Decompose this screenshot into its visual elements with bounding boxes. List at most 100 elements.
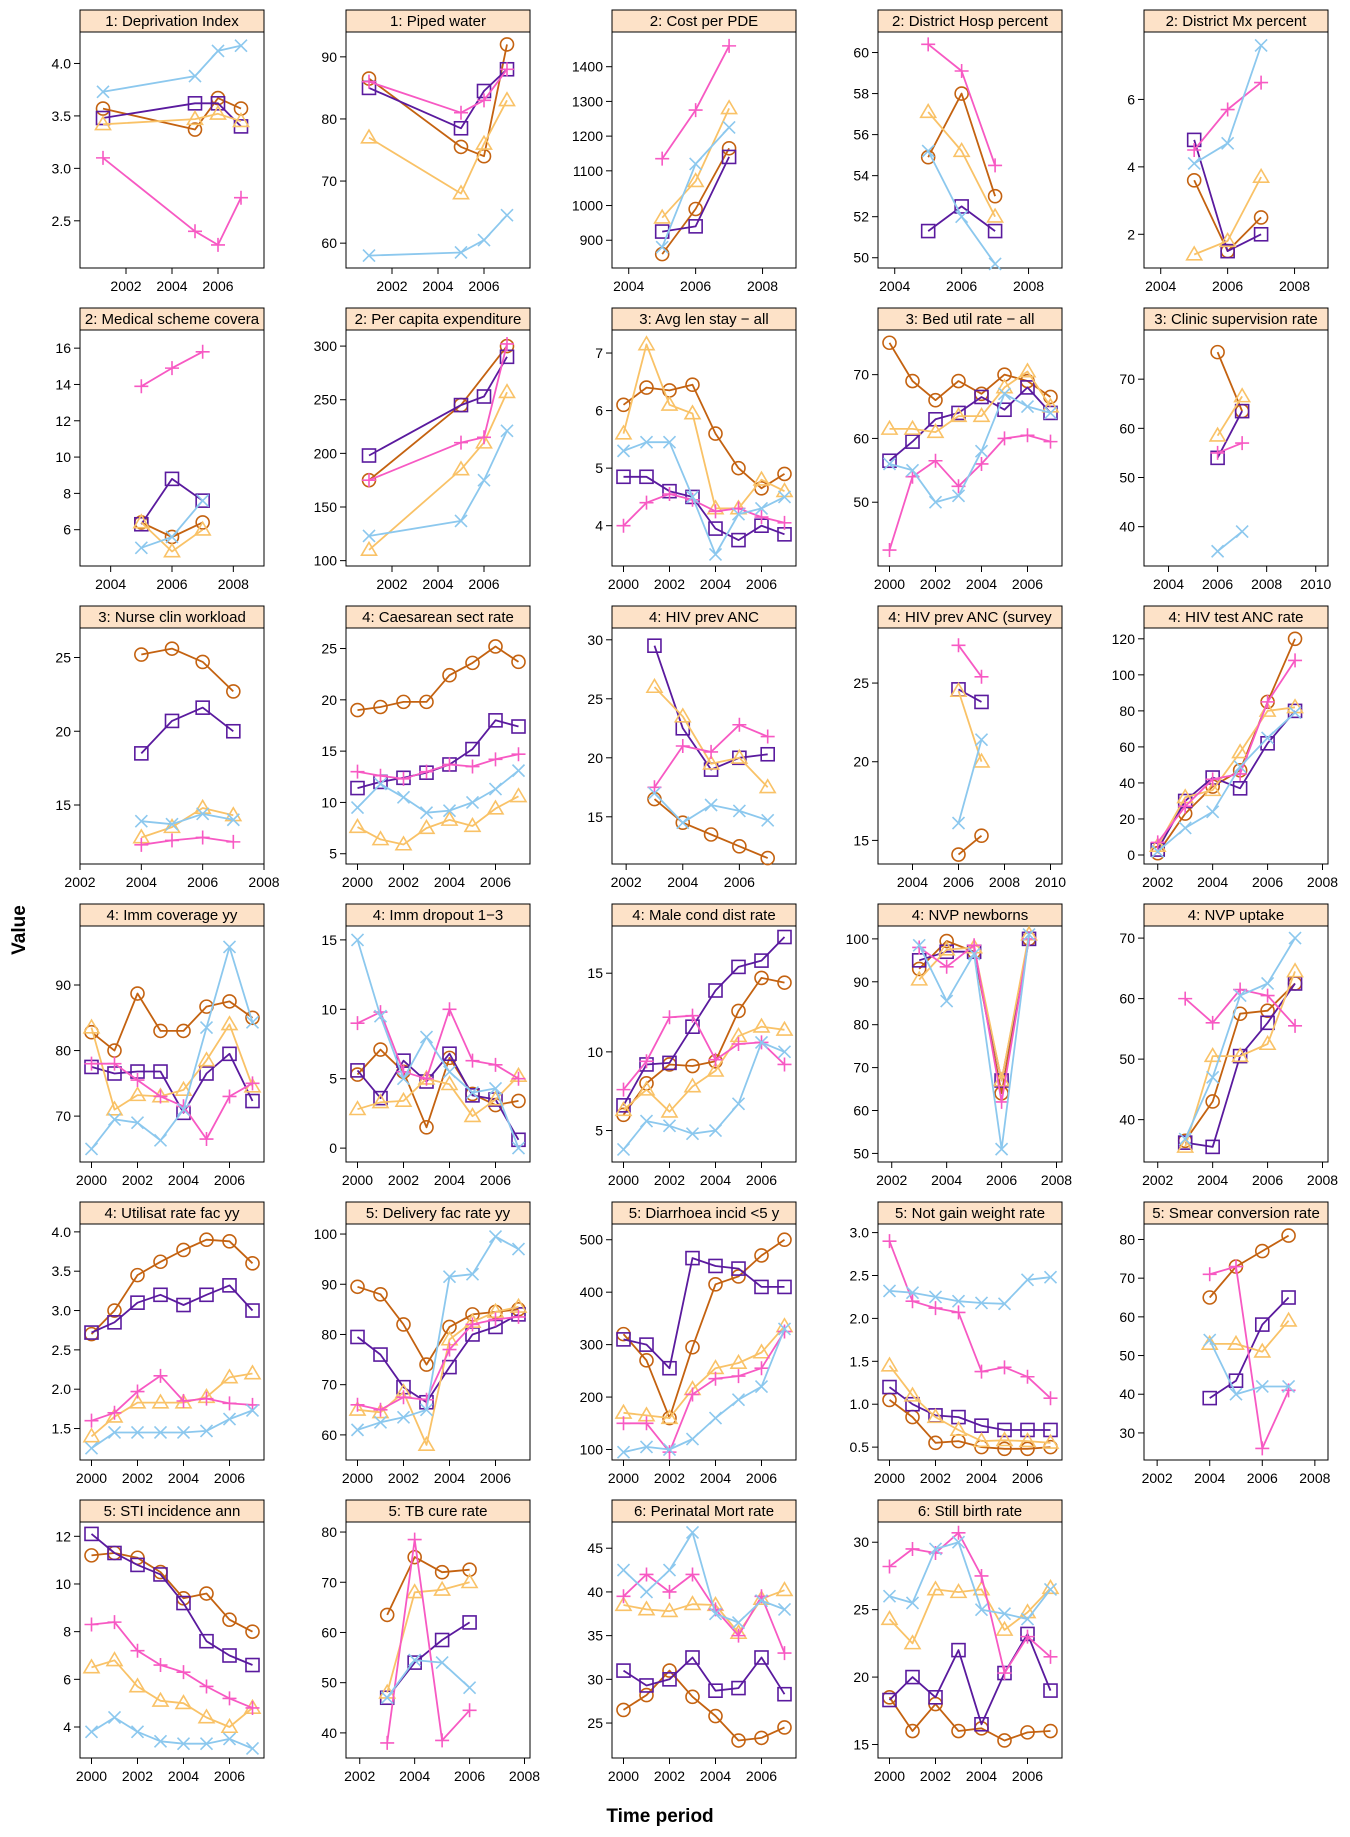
data-point xyxy=(997,387,1012,401)
data-point xyxy=(1020,1612,1035,1626)
data-point xyxy=(394,835,413,851)
data-point xyxy=(928,1542,943,1556)
series-lightblue xyxy=(882,387,1058,509)
data-point xyxy=(220,1368,239,1384)
data-point xyxy=(731,1733,746,1748)
series-line xyxy=(1216,410,1243,459)
data-point xyxy=(442,1270,457,1284)
y-tick-label: 8 xyxy=(63,485,71,501)
data-point xyxy=(453,397,469,413)
x-tick-label: 2006 xyxy=(746,1172,777,1188)
x-tick-label: 2000 xyxy=(608,1470,639,1486)
panel-22: 5: Delivery fac rate yy 60 70 80 90 100 2000 20… xyxy=(314,1201,531,1486)
data-point xyxy=(1043,1683,1058,1698)
data-point xyxy=(939,933,954,949)
series-line xyxy=(623,1328,786,1453)
data-point xyxy=(82,1427,101,1443)
x-tick-label: 2000 xyxy=(76,1172,107,1188)
data-point xyxy=(997,1360,1012,1375)
data-point xyxy=(997,1422,1012,1438)
data-point xyxy=(919,102,938,119)
panel-title: 2: District Hosp percent xyxy=(892,13,1049,30)
series-lightblue xyxy=(912,928,1036,1156)
data-point xyxy=(419,764,434,779)
data-point xyxy=(653,208,672,224)
series-lightorange xyxy=(1208,387,1252,442)
data-point xyxy=(689,157,703,171)
data-point xyxy=(153,1089,168,1104)
x-tick-label: 2008 xyxy=(1299,1470,1330,1486)
data-point xyxy=(974,1568,989,1583)
data-point xyxy=(708,1258,723,1274)
data-point xyxy=(882,1379,897,1395)
panel-9: 3: Bed util rate − all 50 60 70 2000 2002 2004… xyxy=(853,307,1063,592)
y-axis-label: Value xyxy=(9,905,30,955)
y-tick-label: 60 xyxy=(853,1103,869,1119)
data-point xyxy=(685,1387,700,1402)
y-tick-label: 4 xyxy=(63,1719,71,1735)
x-tick-label: 2006 xyxy=(746,1470,777,1486)
data-point xyxy=(647,786,662,800)
series-line xyxy=(368,214,508,257)
panel-title: 5: TB cure rate xyxy=(389,1503,488,1520)
data-point xyxy=(662,1119,677,1133)
data-point xyxy=(476,389,492,404)
data-point xyxy=(731,1261,746,1276)
data-point xyxy=(974,669,989,684)
data-point xyxy=(197,1051,216,1067)
data-point xyxy=(199,1424,214,1438)
series-lightblue xyxy=(616,1322,792,1459)
data-point xyxy=(987,188,1003,204)
data-point xyxy=(639,380,654,395)
data-point xyxy=(419,806,434,820)
y-tick-label: 70 xyxy=(1119,930,1135,946)
data-point xyxy=(153,1254,168,1270)
series-line xyxy=(91,1716,253,1750)
data-point xyxy=(488,713,503,728)
series-line xyxy=(102,97,242,131)
series-line xyxy=(368,391,508,551)
data-point xyxy=(683,1595,702,1611)
data-point xyxy=(153,1368,168,1383)
x-tick-label: 2006 xyxy=(1012,1470,1043,1486)
series-line xyxy=(357,1316,519,1411)
data-point xyxy=(1279,1311,1298,1327)
data-point xyxy=(708,1607,723,1621)
data-point xyxy=(222,940,237,954)
data-point xyxy=(1253,1342,1272,1358)
x-tick-label: 2000 xyxy=(76,1470,107,1486)
x-tick-label: 2006 xyxy=(943,874,974,890)
data-point xyxy=(637,1600,656,1616)
data-point xyxy=(371,830,390,846)
data-point xyxy=(498,383,516,399)
x-tick-label: 2004 xyxy=(966,1768,997,1784)
data-point xyxy=(926,1580,945,1596)
data-point xyxy=(655,151,670,166)
panel-15: 4: HIV test ANC rate 0 20 40 60 80 100 120 2002 2… xyxy=(1112,605,1338,890)
series-lightblue xyxy=(882,1270,1058,1311)
data-point xyxy=(905,1723,920,1739)
panel-title: 5: Not gain weight rate xyxy=(895,1205,1045,1222)
panel-2: 1: Piped water 60 70 80 90 2002 2004 2006 xyxy=(321,9,531,294)
data-point xyxy=(454,435,468,450)
data-point xyxy=(134,516,149,532)
panel-title: 4: Male cond dist rate xyxy=(632,907,775,924)
x-tick-label: 2004 xyxy=(126,874,157,890)
data-point xyxy=(211,44,225,58)
x-tick-label: 2004 xyxy=(156,278,187,294)
data-point xyxy=(435,1656,449,1670)
data-point xyxy=(685,377,700,392)
data-point xyxy=(226,834,241,849)
data-point xyxy=(488,752,503,767)
data-point xyxy=(226,723,241,739)
data-point xyxy=(220,1015,239,1031)
data-point xyxy=(511,1071,526,1086)
series-line xyxy=(927,205,996,232)
y-tick-label: 60 xyxy=(1119,420,1135,436)
series-lightblue xyxy=(1203,1333,1296,1401)
data-point xyxy=(193,520,212,536)
data-point xyxy=(928,1435,943,1451)
data-point xyxy=(1150,835,1165,850)
plot-frame xyxy=(79,1521,265,1759)
data-point xyxy=(164,713,180,729)
